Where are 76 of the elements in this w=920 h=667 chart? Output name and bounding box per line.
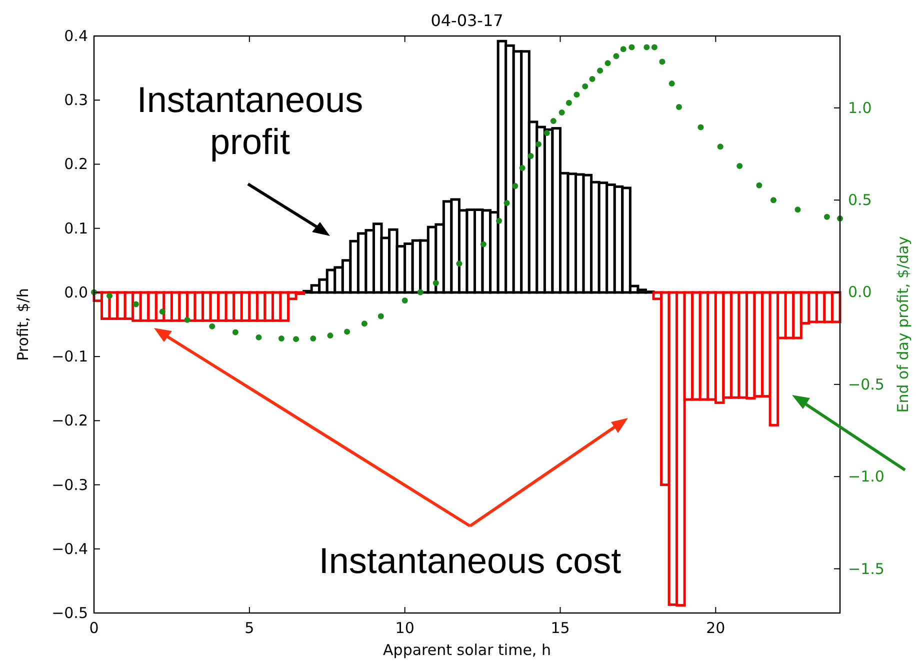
x-tick-label: 15 — [550, 619, 570, 637]
point — [736, 162, 743, 169]
point — [756, 182, 762, 188]
point — [344, 328, 350, 335]
x-tick-label: 0 — [89, 619, 99, 637]
annotation: Instantaneous cost — [318, 540, 622, 581]
point — [159, 308, 166, 315]
point — [519, 164, 526, 171]
point — [824, 214, 830, 220]
point — [256, 334, 262, 340]
chart-title: 04-03-17 — [430, 11, 504, 30]
point — [794, 206, 801, 213]
point — [132, 301, 139, 308]
point — [310, 336, 316, 342]
point — [620, 46, 626, 52]
point — [378, 313, 384, 320]
point — [480, 241, 486, 248]
point — [574, 92, 580, 98]
y-tick-label: −0.2 — [52, 412, 88, 430]
y-axis-title: Profit, $/h — [14, 288, 32, 361]
point — [717, 144, 724, 150]
annotation: Instantaneous profit — [136, 79, 364, 162]
y-tick-label: 0.0 — [64, 283, 88, 302]
point — [496, 218, 502, 224]
point — [232, 329, 238, 336]
point — [628, 44, 635, 50]
y2-tick-label: 0.0 — [848, 283, 872, 302]
point — [106, 292, 113, 299]
point — [566, 100, 572, 106]
y2-tick-label: −0.5 — [848, 375, 884, 394]
point — [613, 53, 620, 60]
point — [676, 104, 682, 110]
point — [550, 118, 556, 124]
point — [659, 58, 666, 65]
point — [209, 323, 216, 330]
point — [293, 336, 300, 342]
y-tick-label: 0.1 — [64, 219, 88, 238]
point — [582, 83, 588, 90]
point — [327, 332, 334, 339]
point — [770, 197, 776, 204]
point — [402, 298, 408, 304]
y-tick-label: 0.4 — [64, 27, 88, 45]
x-tick-label: 10 — [395, 619, 414, 637]
point — [558, 110, 565, 116]
point — [278, 336, 284, 342]
y2-axis-title: End of day profit, $/day — [894, 236, 912, 413]
point — [512, 183, 518, 190]
y-tick-label: −0.3 — [52, 476, 88, 494]
point — [456, 260, 462, 267]
point — [417, 289, 424, 296]
point — [528, 153, 534, 160]
y-tick-label: −0.5 — [52, 604, 88, 622]
point — [504, 200, 510, 206]
point — [361, 320, 368, 327]
y2-tick-label: 1.0 — [848, 98, 872, 117]
point — [589, 76, 596, 82]
point — [535, 141, 542, 148]
x-tick-label: 5 — [244, 619, 254, 637]
y2-tick-label: −1.5 — [848, 560, 884, 578]
point — [184, 316, 190, 323]
y-tick-label: 0.3 — [64, 91, 88, 110]
point — [432, 280, 439, 286]
y-tick-label: −0.1 — [52, 348, 88, 366]
y-tick-label: −0.4 — [52, 540, 88, 558]
point — [668, 80, 675, 87]
x-axis-title: Apparent solar time, h — [383, 641, 551, 659]
point — [604, 60, 611, 66]
y2-tick-label: −1.0 — [848, 468, 884, 486]
y2-tick-label: 0.5 — [848, 191, 872, 210]
x-tick-label: 20 — [706, 619, 726, 637]
point — [644, 44, 650, 50]
point — [544, 130, 550, 136]
point — [651, 44, 658, 50]
y-tick-label: 0.2 — [64, 155, 88, 174]
point — [597, 68, 604, 74]
point — [698, 124, 704, 130]
